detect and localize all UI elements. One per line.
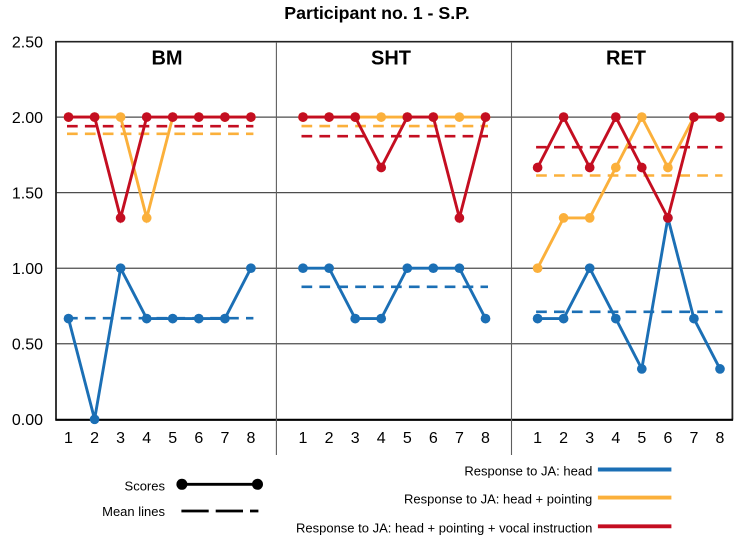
svg-text:1: 1 (64, 430, 73, 447)
svg-text:0.00: 0.00 (12, 412, 43, 429)
svg-text:Scores: Scores (125, 479, 166, 494)
svg-text:0.50: 0.50 (12, 337, 43, 354)
svg-text:7: 7 (220, 430, 229, 447)
svg-text:Response to JA: head + pointin: Response to JA: head + pointing (404, 492, 592, 507)
svg-text:1: 1 (533, 430, 542, 447)
svg-text:6: 6 (194, 430, 203, 447)
svg-text:3: 3 (116, 430, 125, 447)
svg-text:BM: BM (151, 48, 182, 70)
svg-text:6: 6 (663, 430, 672, 447)
svg-text:2: 2 (90, 430, 99, 447)
svg-text:1: 1 (299, 430, 308, 447)
svg-text:Response to JA: head: Response to JA: head (464, 463, 592, 478)
svg-text:4: 4 (611, 430, 620, 447)
svg-text:5: 5 (403, 430, 412, 447)
svg-text:2: 2 (325, 430, 334, 447)
svg-text:RET: RET (606, 48, 646, 70)
svg-text:3: 3 (351, 430, 360, 447)
svg-text:5: 5 (637, 430, 646, 447)
svg-text:5: 5 (168, 430, 177, 447)
svg-text:3: 3 (585, 430, 594, 447)
svg-text:2: 2 (559, 430, 568, 447)
svg-text:4: 4 (377, 430, 386, 447)
svg-text:4: 4 (142, 430, 151, 447)
svg-text:6: 6 (429, 430, 438, 447)
svg-text:8: 8 (481, 430, 490, 447)
svg-text:Participant no. 1 - S.P.: Participant no. 1 - S.P. (284, 3, 469, 23)
svg-text:8: 8 (246, 430, 255, 447)
svg-text:7: 7 (689, 430, 698, 447)
svg-text:1.00: 1.00 (12, 261, 43, 278)
svg-text:8: 8 (716, 430, 725, 447)
svg-text:2.50: 2.50 (12, 35, 43, 52)
svg-text:7: 7 (455, 430, 464, 447)
svg-text:2.00: 2.00 (12, 110, 43, 127)
svg-text:Mean lines: Mean lines (102, 504, 165, 519)
svg-text:Response to JA: head + pointin: Response to JA: head + pointing + vocal … (296, 521, 592, 536)
svg-text:SHT: SHT (371, 48, 411, 70)
svg-text:1.50: 1.50 (12, 186, 43, 203)
